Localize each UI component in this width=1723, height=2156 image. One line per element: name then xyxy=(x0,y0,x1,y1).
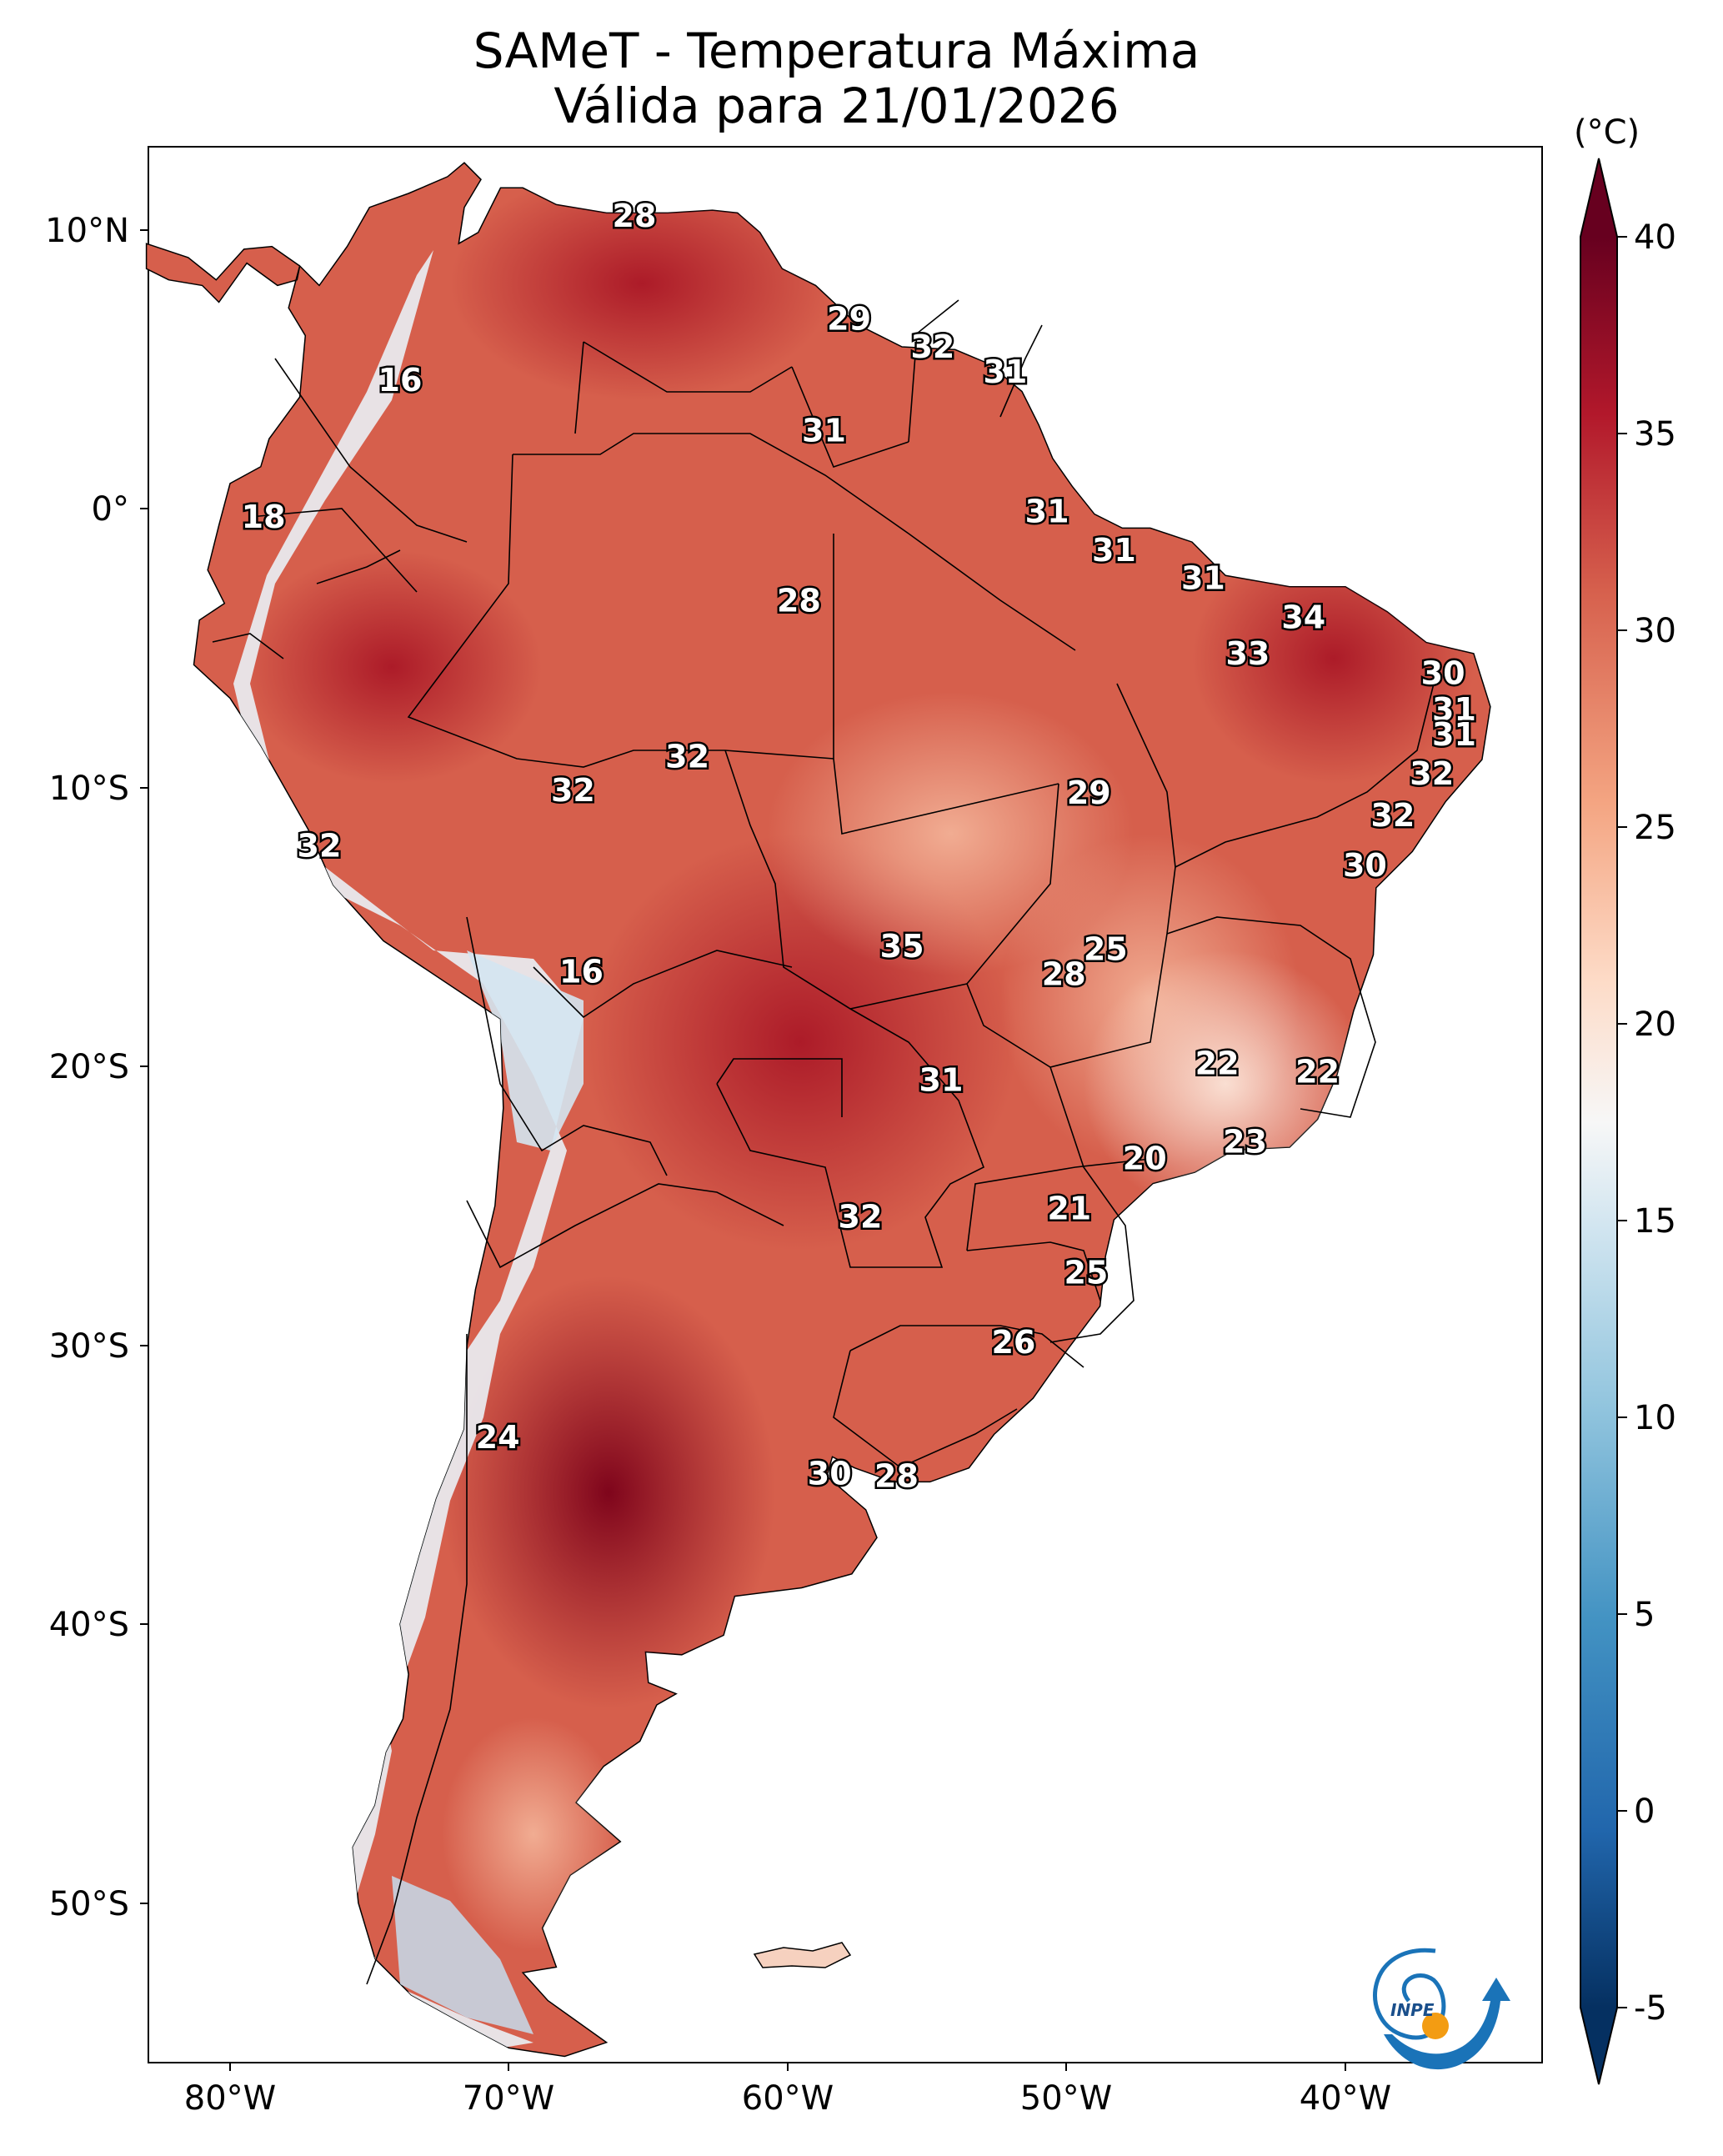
lon-tick-80w: 80°W xyxy=(184,2079,276,2118)
temperature-label: 35 xyxy=(880,928,924,965)
map-title: SAMeT - Temperatura Máxima xyxy=(473,23,1200,79)
temperature-label: 32 xyxy=(551,772,595,809)
colorbar-tick-label: 40 xyxy=(1634,218,1676,257)
temperature-label: 22 xyxy=(1195,1045,1240,1082)
inpe-logo-text: INPE xyxy=(1390,2000,1435,2020)
political-borders xyxy=(212,299,1435,1985)
temperature-label: 32 xyxy=(665,739,709,775)
lon-tick-70w: 70°W xyxy=(463,2079,554,2118)
temperature-label: 28 xyxy=(613,198,657,234)
colorbar-tick-label: 0 xyxy=(1634,1792,1655,1831)
temperature-label: 31 xyxy=(1025,493,1069,529)
temperature-label: 30 xyxy=(1343,847,1387,884)
temperature-field xyxy=(233,167,1475,2057)
inpe-logo: INPE xyxy=(1373,1948,1510,2070)
temperature-label: 31 xyxy=(1432,716,1476,753)
temperature-label: 28 xyxy=(777,582,821,619)
colorbar-tick-label: -5 xyxy=(1634,1989,1667,2028)
lat-tick-10n: 10°N xyxy=(45,212,129,250)
lat-tick-50s: 50°S xyxy=(49,1885,129,1923)
temperature-label: 28 xyxy=(1042,956,1086,993)
colorbar-tick-label: 5 xyxy=(1634,1596,1655,1634)
colorbar-tick-label: 20 xyxy=(1634,1005,1676,1044)
temperature-label: 31 xyxy=(802,412,846,449)
temperature-label: 25 xyxy=(1064,1255,1108,1291)
colorbar-tick-label: 15 xyxy=(1634,1202,1676,1241)
colorbar-tick-label: 10 xyxy=(1634,1399,1676,1437)
temperature-label: 18 xyxy=(242,499,286,535)
lat-tick-0: 0° xyxy=(92,490,129,529)
colorbar-ticks: -5 0 5 10 15 20 25 30 35 40 xyxy=(1617,218,1676,2028)
temperature-label: 31 xyxy=(1432,691,1476,728)
colorbar: -5 0 5 10 15 20 25 30 35 40 (°C) xyxy=(1574,113,1676,2085)
lon-tick-60w: 60°W xyxy=(742,2079,834,2118)
temperature-label: 31 xyxy=(919,1062,964,1099)
temperature-label: 32 xyxy=(1410,755,1454,792)
temperature-label: 31 xyxy=(983,353,1027,390)
temperature-label: 32 xyxy=(910,328,954,365)
temperature-label: 32 xyxy=(839,1199,883,1236)
lat-tick-30s: 30°S xyxy=(49,1327,129,1366)
temperature-label: 22 xyxy=(1295,1054,1340,1091)
temperature-label: 30 xyxy=(808,1455,852,1492)
temperature-label: 31 xyxy=(1181,560,1225,597)
lon-tick-50w: 50°W xyxy=(1020,2079,1112,2118)
colorbar-tick-label: 25 xyxy=(1634,809,1676,847)
lat-tick-10s: 10°S xyxy=(49,770,129,808)
temperature-label: 23 xyxy=(1223,1123,1267,1160)
map-subtitle: Válida para 21/01/2026 xyxy=(553,78,1119,134)
temperature-label: 33 xyxy=(1225,635,1270,672)
falkland-islands xyxy=(753,1942,852,1968)
temperature-label: 34 xyxy=(1281,599,1325,636)
temperature-label: 24 xyxy=(476,1419,520,1456)
temperature-label: 16 xyxy=(559,953,604,990)
south-america-land xyxy=(145,162,1491,2058)
colorbar-gradient xyxy=(1580,237,1617,2008)
temperature-label: 30 xyxy=(1421,654,1465,691)
colorbar-extend-max xyxy=(1580,158,1617,237)
temperature-label: 25 xyxy=(1084,931,1128,968)
colorbar-tick-label: 30 xyxy=(1634,612,1676,650)
colorbar-unit: (°C) xyxy=(1574,113,1640,152)
colorbar-tick-label: 35 xyxy=(1634,415,1676,454)
colorbar-extend-min xyxy=(1580,2008,1617,2084)
temperature-label: 32 xyxy=(1370,797,1415,834)
latitude-ticks: 10°N 0° 10°S 20°S 30°S 40°S 50°S xyxy=(45,212,148,1923)
lon-tick-40w: 40°W xyxy=(1300,2079,1391,2118)
lat-tick-20s: 20°S xyxy=(49,1048,129,1086)
temperature-label: 28 xyxy=(874,1458,919,1495)
temperature-label: 21 xyxy=(1047,1191,1091,1227)
longitude-ticks: 80°W 70°W 60°W 50°W 40°W xyxy=(184,2063,1391,2118)
lat-tick-40s: 40°S xyxy=(49,1606,129,1644)
temperature-label: 29 xyxy=(1067,775,1111,811)
temperature-label: 16 xyxy=(378,362,423,399)
temperature-label: 31 xyxy=(1092,532,1136,569)
temperature-label: 29 xyxy=(827,301,871,338)
temperature-label: 20 xyxy=(1123,1140,1167,1176)
temperature-label: 32 xyxy=(298,828,342,865)
temperature-label: 26 xyxy=(991,1324,1035,1361)
